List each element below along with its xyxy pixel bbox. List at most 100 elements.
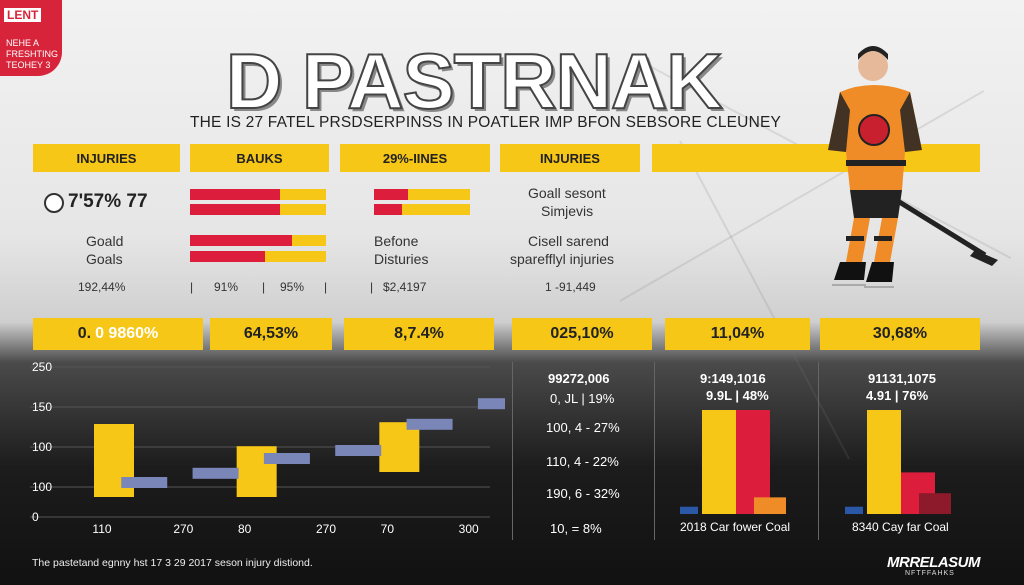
header-injuries-2: INJURIES [500,144,640,172]
footer-note: The pastetand egnny hst 17 3 29 2017 ses… [32,557,313,569]
panel-bar [680,506,698,514]
list-item: 100, 4 - 27% [546,420,620,435]
panel-divider [654,362,655,540]
value-box-1: 0. 0 9860% [33,318,203,350]
badge-label: LENT [4,8,42,22]
x-tick-label: 80 [238,522,252,536]
x-tick-label: 270 [173,522,193,536]
lines-bar-bg [374,204,470,215]
lines-bar-bg [374,189,470,200]
goals-label: Goals [86,251,123,267]
header-injuries-1: INJURIES [33,144,180,172]
skate-left [834,262,866,280]
panel2-caption: 2018 Car fower Coal [680,520,791,534]
value-box-6: 30,68% [820,318,980,350]
injuries-line-1: Goall sesont [528,185,606,201]
lines-label-1: Befone [374,233,419,249]
player-shorts [850,190,902,218]
value-box-5: 11,04% [665,318,810,350]
jersey-sleeve-right [900,92,922,152]
injuries-line-4: sparefflyl injuries [510,251,615,267]
x-tick-label: 70 [381,522,395,536]
header-bar-blank [652,144,980,172]
row-percent: 192,44% [78,280,126,294]
panel3-caption: 8340 Cay far Coal [852,520,949,534]
list-item: 10, = 8% [550,521,602,536]
y-tick-label: 100 [32,480,52,494]
jersey-sleeve-left [828,92,850,152]
panel2-bar-chart [680,410,786,514]
header-bauks: BAUKS [190,144,329,172]
panel-bar [919,493,951,514]
bauks-separator: | [324,280,328,294]
badge-text: NEHE A FRESHTING TEOHEY 3 [6,38,59,70]
lines-separator: | [370,280,374,294]
main-stat-value: 7'57% 77 [68,191,148,212]
injuries-line-3: Cisell sarend [528,233,609,249]
panel-bar [845,506,863,514]
header-lines: 29%-IINES [340,144,490,172]
panel3-bar-chart [845,410,951,514]
jersey-logo [858,114,890,146]
panel2-line-2: 9.9L | 48% [706,388,769,403]
panel3-line-2: 4.91 | 76% [866,388,929,403]
list-divider [512,362,513,540]
bauks-bar-fill [190,204,280,215]
list-item: 110, 4 - 22% [546,454,619,469]
y-tick-label: 150 [32,400,52,414]
player-head [858,51,888,81]
x-tick-label: 270 [316,522,336,536]
blue-bar [335,445,382,456]
hockey-stick-blade [970,250,998,266]
brand-subtext: NFTFFAHKS [905,570,955,577]
y-tick-label: 250 [32,360,52,374]
player-illustration [828,46,998,288]
injury-bar-chart: 250 150 100 100 0 110 270 80 270 70 300 [30,360,505,536]
list-item: 0, JL | 19% [550,391,615,406]
value-box-1-prefix: 0. [77,325,92,342]
skate-right [866,262,894,282]
brand-logo: MRRELASUM [887,554,981,571]
bauks-separator: | [262,280,266,294]
panel-bar [702,410,736,514]
yellow-bar [379,422,420,472]
value-box-3: 8,7.4% [344,318,494,350]
blue-bar [192,467,239,479]
injuries-value: 1 -91,449 [545,280,596,294]
blue-bar [406,418,453,430]
player-helmet [858,46,888,60]
bauks-bar-fill [190,251,265,262]
bauks-percent-1: 91% [214,280,239,294]
bauks-separator: | [190,280,194,294]
y-tick-label: 100 [32,440,52,454]
x-tick-label: 300 [459,522,479,536]
lines-label-2: Disturies [374,251,429,267]
nhl-logo-icon [44,193,64,213]
blue-bar [477,398,505,410]
lines-bar-fill [374,204,402,215]
injuries-line-2: Simjevis [541,203,594,219]
x-tick-label: 110 [92,522,111,536]
sock-stripe-right [874,236,892,241]
blue-bar [121,477,168,488]
panel-bar [867,410,901,514]
blue-bar [263,453,310,464]
bauks-percent-2: 95% [280,280,305,294]
panel-divider [818,362,819,540]
list-item: 190, 6 - 32% [546,486,620,501]
bauks-bar-fill [190,189,280,200]
value-box-2: 64,53% [210,318,332,350]
bauks-bar-fill [190,235,292,246]
list-item: 99272,006 [548,371,610,386]
value-box-4: 025,10% [512,318,652,350]
panel2-line-1: 9:149,1016 [700,371,766,386]
sock-stripe-left [846,236,864,241]
y-tick-label: 0 [32,510,39,524]
lines-bar-fill [374,189,408,200]
page-subtitle: THE IS 27 FATEL PRSDSERPINSS IN POATLER … [190,114,782,131]
panel-bar [754,497,786,514]
lines-value: $2,4197 [383,280,427,294]
value-box-1-value: 0 9860% [95,325,159,342]
panel3-line-1: 91131,1075 [868,371,936,386]
corner-badge: LENT NEHE A FRESHTING TEOHEY 3 [0,0,62,76]
